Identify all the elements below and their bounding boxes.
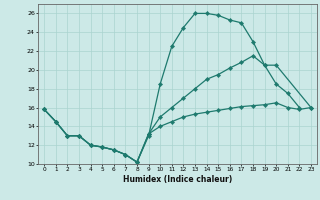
X-axis label: Humidex (Indice chaleur): Humidex (Indice chaleur) — [123, 175, 232, 184]
